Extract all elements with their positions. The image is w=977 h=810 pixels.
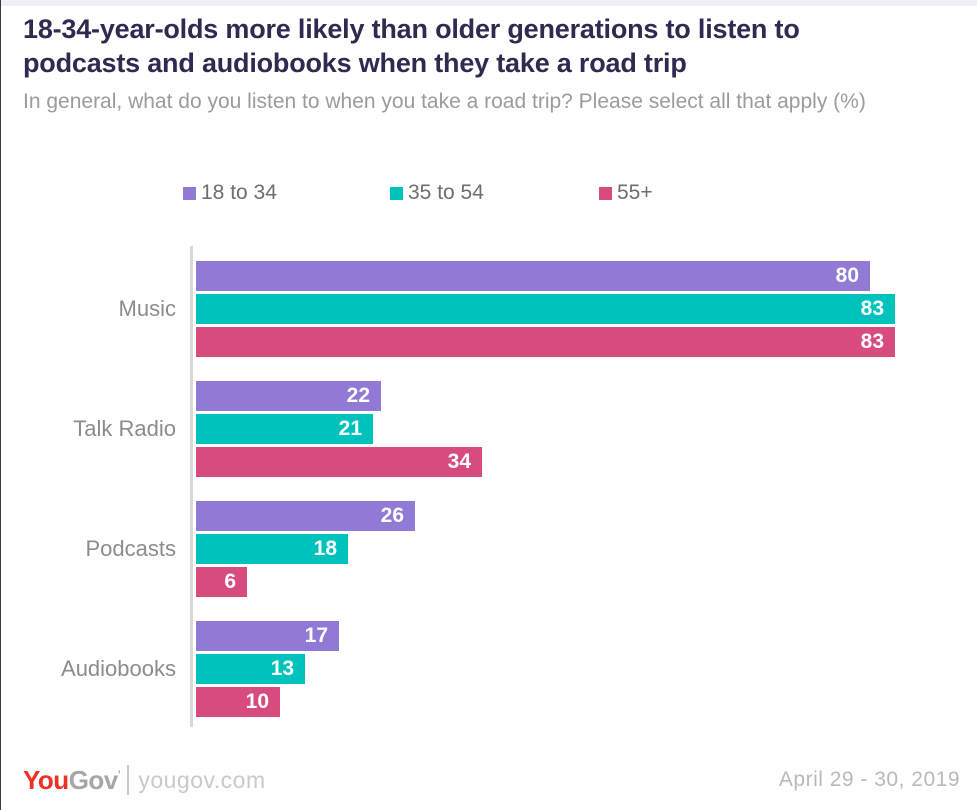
- bar: 17: [196, 621, 339, 651]
- bar-value-label: 13: [270, 657, 294, 680]
- bar-value-label: 17: [304, 624, 328, 647]
- yougov-site-text: yougov.com: [138, 766, 266, 793]
- bar-value-label: 18: [313, 537, 337, 560]
- bar-value-label: 83: [860, 330, 884, 353]
- legend-item: 35 to 54: [390, 180, 484, 206]
- bar-value-label: 21: [338, 417, 362, 440]
- yougov-logo: YouGov’ yougov.com: [23, 764, 266, 796]
- chart-date: April 29 - 30, 2019: [778, 768, 960, 791]
- bar-value-label: 80: [835, 264, 859, 287]
- yougov-wordmark: YouGov’: [23, 764, 121, 796]
- chart-subtitle: In general, what do you listen to when y…: [23, 90, 866, 113]
- logo-gov-text: Gov: [68, 764, 119, 795]
- bar: 80: [196, 261, 870, 291]
- bar: 22: [196, 381, 381, 411]
- bar: 26: [196, 501, 415, 531]
- y-axis-line: [190, 246, 193, 727]
- logo-trademark: ’: [117, 768, 121, 781]
- bar: 83: [196, 294, 895, 324]
- bar-value-label: 83: [860, 297, 884, 320]
- bar-value-label: 10: [245, 690, 269, 713]
- legend-item: 55+: [599, 180, 653, 206]
- legend-swatch: [390, 186, 403, 200]
- legend-item: 18 to 34: [183, 180, 277, 206]
- category-label: Podcasts: [85, 536, 177, 561]
- chart-title: 18-34-year-olds more likely than older g…: [23, 14, 800, 78]
- chart-legend: 18 to 34 35 to 54 55+: [1, 180, 977, 208]
- legend-swatch: [183, 186, 196, 200]
- top-accent-strip: [1, 0, 977, 6]
- bar: 18: [196, 534, 348, 564]
- bar-value-label: 22: [346, 384, 370, 407]
- logo-you-text: You: [23, 764, 69, 795]
- bar: 6: [196, 567, 247, 597]
- legend-label: 55+: [617, 181, 653, 204]
- bar-value-label: 6: [224, 570, 236, 593]
- category-label: Talk Radio: [73, 416, 176, 441]
- bar-value-label: 34: [447, 450, 471, 473]
- bar: 13: [196, 654, 305, 684]
- logo-divider: [127, 765, 130, 795]
- bar-value-label: 26: [380, 504, 404, 527]
- category-label: Audiobooks: [61, 656, 176, 681]
- legend-label: 35 to 54: [408, 181, 484, 204]
- bar: 83: [196, 327, 895, 357]
- bar: 10: [196, 687, 280, 717]
- legend-label: 18 to 34: [201, 181, 277, 204]
- category-label: Music: [118, 296, 176, 321]
- legend-swatch: [599, 186, 612, 200]
- bar: 34: [196, 447, 482, 477]
- bar: 21: [196, 414, 373, 444]
